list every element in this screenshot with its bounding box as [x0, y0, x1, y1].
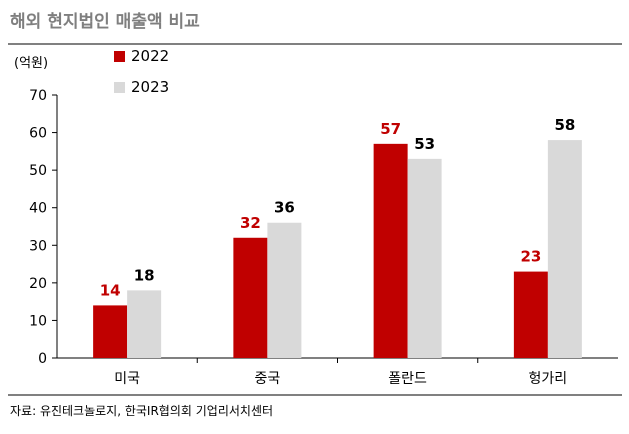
source-note: 자료: 유진테크놀로지, 한국IR협의회 기업리서치센터	[10, 404, 273, 418]
chart-title: 해외 현지법인 매출액 비교	[10, 12, 200, 32]
bar-2023-폴란드	[407, 158, 442, 358]
y-tick-label: 20	[29, 276, 47, 292]
x-tick-label: 폴란드	[388, 371, 427, 387]
x-tick-label: 중국	[254, 371, 280, 387]
bar-2023-헝가리	[547, 140, 582, 358]
data-label: 36	[274, 199, 295, 217]
y-tick-label: 10	[29, 313, 47, 329]
x-tick-label: 헝가리	[529, 371, 568, 387]
y-tick-label: 50	[29, 163, 47, 179]
data-label: 23	[520, 248, 541, 266]
y-unit-label: (억원)	[14, 56, 48, 71]
y-tick-label: 0	[38, 351, 47, 367]
x-tick-labels: 미국 중국 폴란드 헝가리	[114, 371, 567, 387]
data-label: 53	[414, 135, 435, 153]
data-label: 32	[240, 214, 261, 232]
bar-2023-중국	[267, 222, 302, 358]
bars	[93, 140, 582, 358]
data-labels: 14 18 32 36 57 53 23 58	[100, 116, 576, 299]
legend-swatch-2023	[114, 82, 125, 93]
y-tick-label: 40	[29, 201, 47, 217]
bar-2023-미국	[127, 290, 162, 358]
legend-swatch-2022	[114, 51, 125, 62]
y-tick-label: 70	[29, 88, 47, 104]
bar-2022-중국	[233, 237, 268, 358]
data-label: 14	[100, 281, 121, 299]
x-tick-label: 미국	[114, 371, 140, 387]
data-label: 58	[554, 116, 575, 134]
bar-2022-헝가리	[513, 271, 548, 358]
data-label: 57	[380, 120, 401, 138]
bar-2022-미국	[93, 305, 128, 358]
data-label: 18	[134, 266, 155, 284]
y-tick-label: 30	[29, 238, 47, 254]
bar-2022-폴란드	[373, 143, 408, 358]
y-tick-label: 60	[29, 126, 47, 142]
legend-label-2023: 2023	[131, 78, 169, 96]
legend: 2022 2023	[114, 47, 169, 96]
legend-label-2022: 2022	[131, 47, 169, 65]
